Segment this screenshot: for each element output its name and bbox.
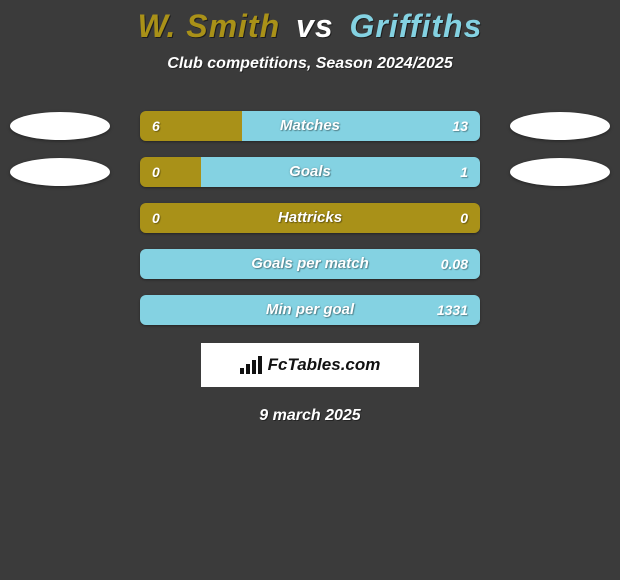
comparison-title: W. Smith vs Griffiths	[0, 0, 620, 45]
player1-badge	[10, 158, 110, 186]
vs-text: vs	[296, 8, 334, 44]
player2-name: Griffiths	[350, 8, 483, 44]
player2-badge	[510, 112, 610, 140]
bar-chart-icon	[240, 356, 262, 374]
stats-container: Matches613 Goals01 Hattricks00 Goals per ma…	[0, 111, 620, 325]
stat-row: Matches613	[0, 111, 620, 141]
stat-bar-left	[140, 203, 480, 233]
player2-badge	[510, 158, 610, 186]
player1-name: W. Smith	[138, 8, 281, 44]
stat-row: Min per goal1331	[0, 295, 620, 325]
stat-bar	[140, 249, 480, 279]
stat-row: Hattricks00	[0, 203, 620, 233]
stat-bar-left	[140, 157, 201, 187]
stat-bar	[140, 111, 480, 141]
player1-badge	[10, 112, 110, 140]
stat-bar-right	[242, 111, 480, 141]
stat-bar	[140, 157, 480, 187]
subtitle: Club competitions, Season 2024/2025	[0, 55, 620, 73]
stat-bar-right	[140, 295, 480, 325]
stat-row: Goals01	[0, 157, 620, 187]
stat-bar	[140, 203, 480, 233]
stat-bar-right	[201, 157, 480, 187]
brand-text: FcTables.com	[268, 355, 381, 375]
stat-bar-left	[140, 111, 242, 141]
stat-bar	[140, 295, 480, 325]
stat-bar-right	[140, 249, 480, 279]
brand-badge: FcTables.com	[201, 343, 419, 387]
stat-row: Goals per match0.08	[0, 249, 620, 279]
footer-date: 9 march 2025	[0, 407, 620, 425]
